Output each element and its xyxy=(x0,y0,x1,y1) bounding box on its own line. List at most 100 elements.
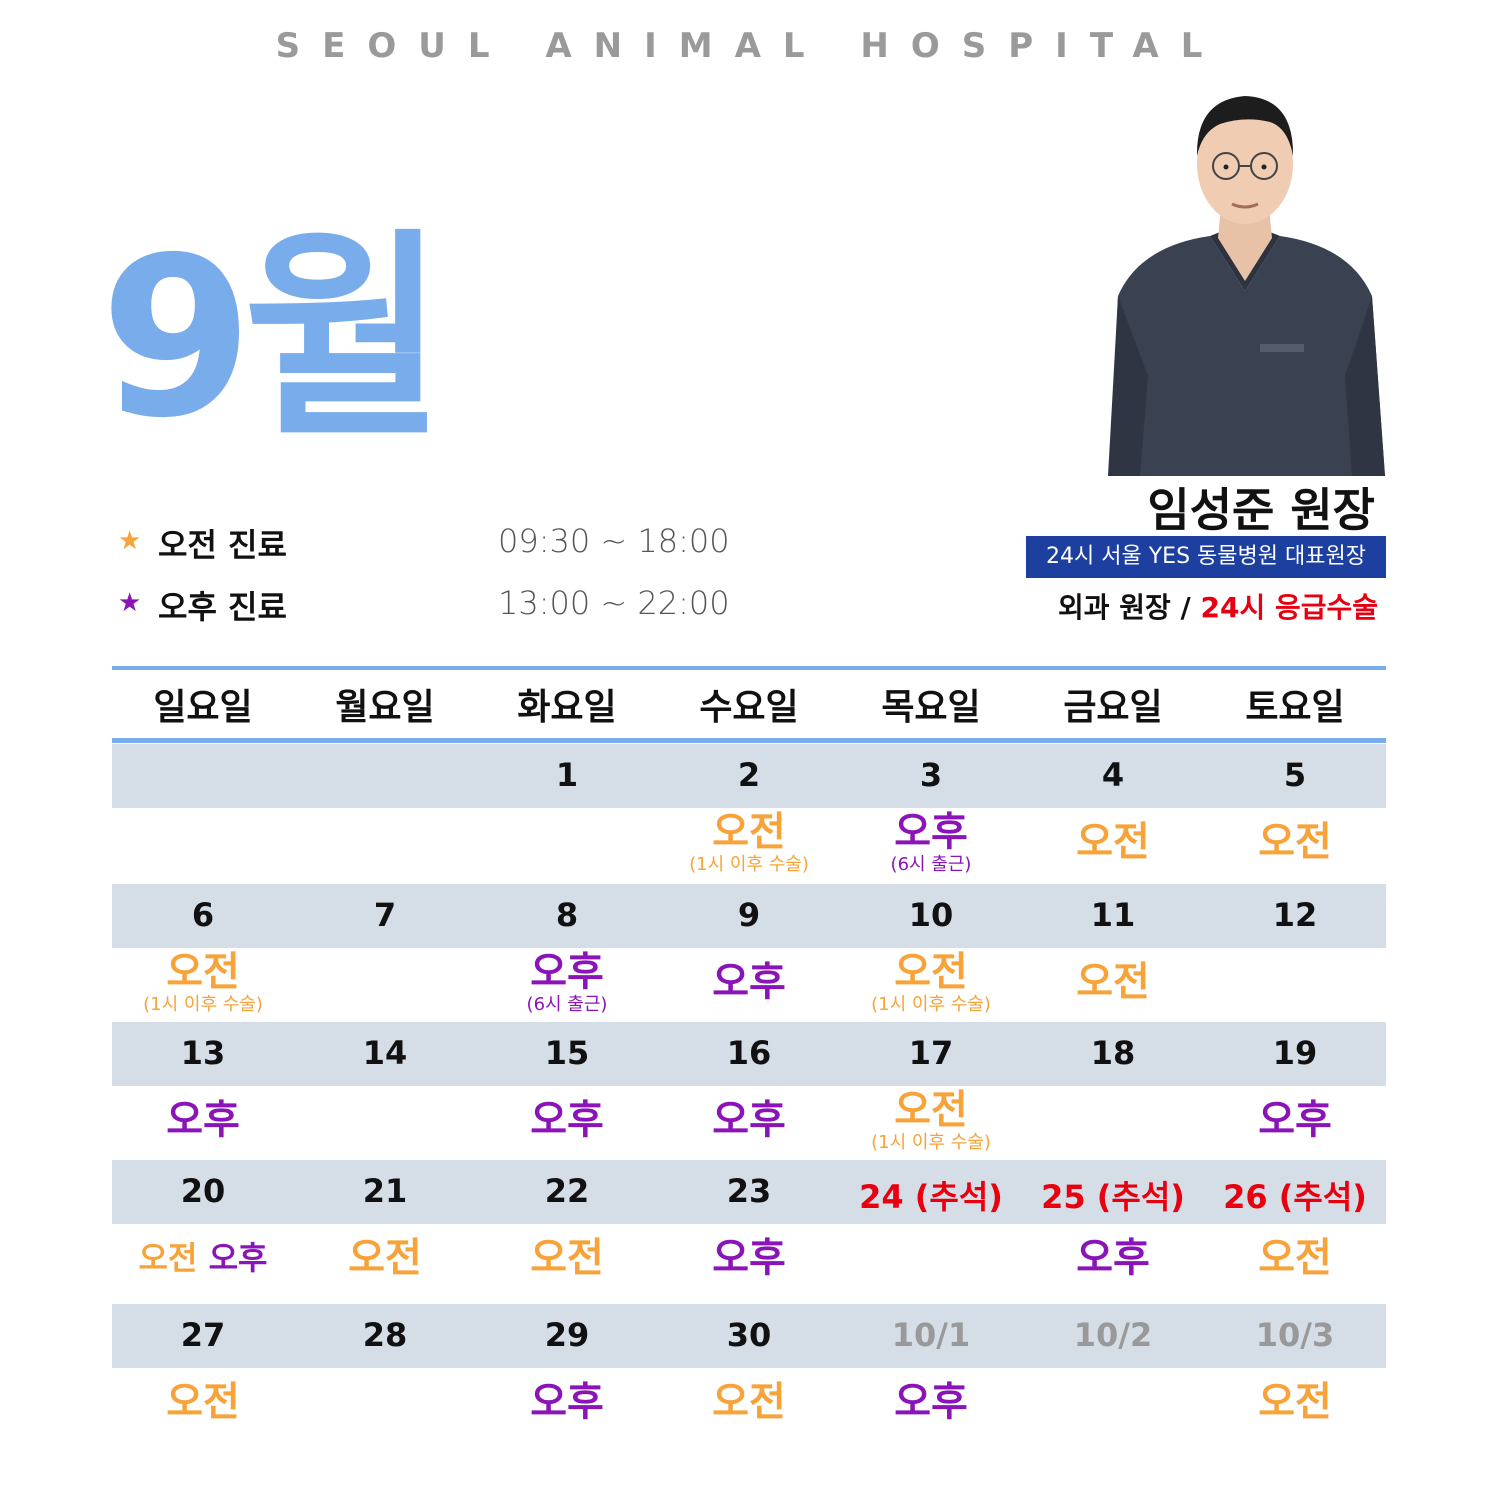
shift-note: (6시 출근) xyxy=(890,854,972,875)
am-shift-label: 오전 xyxy=(138,1239,198,1277)
am-shift-label: 오전 xyxy=(1076,819,1150,865)
calendar-date: 21 xyxy=(362,1172,408,1210)
week-date-band xyxy=(112,744,1386,808)
shift-note: (1시 이후 수술) xyxy=(143,994,263,1015)
am-star-icon: ★ xyxy=(118,526,142,556)
am-shift-label: 오전 xyxy=(166,1379,240,1425)
am-shift-label: 오전 xyxy=(348,1235,422,1281)
week-date-band xyxy=(112,1160,1386,1224)
pm-shift-label: 오후 xyxy=(166,1097,240,1143)
am-shift-label: 오전 xyxy=(1258,1379,1332,1425)
calendar-date: 5 xyxy=(1283,756,1307,794)
calendar-date: 10 xyxy=(908,896,954,934)
am-shift-label: 오전 xyxy=(712,1379,786,1425)
shift-cell: 오전 (1시 이후 수술) xyxy=(840,1088,1022,1154)
shift-cell: 오전 xyxy=(476,1236,658,1280)
am-shift-label: 오전 오후 xyxy=(112,1236,294,1280)
am-shift-label: 오전 xyxy=(1258,819,1332,865)
calendar-date: 15 xyxy=(544,1034,590,1072)
shift-cell: 오전 xyxy=(1204,820,1386,864)
calendar-top-rule xyxy=(112,666,1386,670)
shift-cell: 오후 (6시 출근) xyxy=(476,950,658,1016)
shift-cell: 오후 xyxy=(658,960,840,1004)
doctor-title-badge: 24시 서울 YES 동물병원 대표원장 xyxy=(1026,536,1386,578)
shift-cell: 오전 xyxy=(658,1380,840,1424)
shift-cell: 오전 (1시 이후 수술) xyxy=(112,950,294,1016)
pm-hours-row: ★ 오후 진료 13:00 ~ 22:00 xyxy=(118,582,738,632)
shift-cell: 오전 xyxy=(294,1236,476,1280)
calendar-date: 16 xyxy=(726,1034,772,1072)
calendar-date: 19 xyxy=(1272,1034,1318,1072)
pm-shift-label: 오후 xyxy=(712,959,786,1005)
pm-shift-label: 오후 xyxy=(530,1097,604,1143)
am-shift-label: 오전 xyxy=(894,949,968,995)
shift-cell: 오후 xyxy=(476,1098,658,1142)
pm-star-icon: ★ xyxy=(118,588,142,618)
shift-note: (1시 이후 수술) xyxy=(689,854,809,875)
calendar-date: 14 xyxy=(362,1034,408,1072)
am-shift-label: 오전 xyxy=(1076,959,1150,1005)
calendar-date: 3 xyxy=(919,756,943,794)
am-hours-time: 09:30 ~ 18:00 xyxy=(498,522,730,560)
weekday-label: 수요일 xyxy=(699,687,799,728)
am-shift-label: 오전 xyxy=(166,949,240,995)
pm-shift-label: 오후 xyxy=(894,1379,968,1425)
pm-shift-label: 오후 xyxy=(712,1097,786,1143)
calendar-date: 18 xyxy=(1090,1034,1136,1072)
calendar-date: 10/3 xyxy=(1255,1316,1335,1354)
calendar-date: 11 xyxy=(1090,896,1136,934)
shift-note: (1시 이후 수술) xyxy=(871,1132,991,1153)
doctor-emergency-text: 24시 응급수술 xyxy=(1200,591,1378,624)
shift-cell: 오전 xyxy=(1022,820,1204,864)
am-hours-label: 오전 진료 xyxy=(158,526,287,564)
pm-shift-label: 오후 xyxy=(894,809,968,855)
week-date-band xyxy=(112,1304,1386,1368)
calendar-date: 2 xyxy=(737,756,761,794)
calendar-date: 25 (추석) xyxy=(1041,1178,1185,1216)
doctor-name: 임성준 원장 xyxy=(1147,483,1375,537)
shift-note: (1시 이후 수술) xyxy=(871,994,991,1015)
shift-note: (6시 출근) xyxy=(526,994,608,1015)
calendar-date: 24 (추석) xyxy=(859,1178,1003,1216)
weekday-label: 목요일 xyxy=(881,687,981,728)
shift-cell: 오전 (1시 이후 수술) xyxy=(840,950,1022,1016)
am-shift-label: 오전 xyxy=(712,809,786,855)
calendar-date: 28 xyxy=(362,1316,408,1354)
shift-cell: 오후 xyxy=(476,1380,658,1424)
calendar-date: 1 xyxy=(555,756,579,794)
shift-cell: 오후 (6시 출근) xyxy=(840,810,1022,876)
pm-shift-label: 오후 xyxy=(208,1239,268,1277)
shift-cell: 오전 xyxy=(1022,960,1204,1004)
pm-shift-label: 오후 xyxy=(712,1235,786,1281)
calendar-date: 22 xyxy=(544,1172,590,1210)
calendar-date: 12 xyxy=(1272,896,1318,934)
calendar-date: 29 xyxy=(544,1316,590,1354)
calendar-date: 6 xyxy=(191,896,215,934)
shift-cell: 오후 xyxy=(658,1236,840,1280)
shift-cell: 오전 xyxy=(112,1380,294,1424)
shift-cell: 오후 xyxy=(658,1098,840,1142)
week-date-band xyxy=(112,1022,1386,1086)
calendar-date: 27 xyxy=(180,1316,226,1354)
shift-cell: 오전 (1시 이후 수술) xyxy=(658,810,840,876)
shift-cell: 오후 xyxy=(1204,1098,1386,1142)
weekday-label: 일요일 xyxy=(153,687,253,728)
calendar-date: 13 xyxy=(180,1034,226,1072)
pm-hours-time: 13:00 ~ 22:00 xyxy=(498,584,730,622)
shift-cell: 오후 xyxy=(112,1098,294,1142)
calendar-date: 10/2 xyxy=(1073,1316,1153,1354)
calendar-date: 17 xyxy=(908,1034,954,1072)
calendar-date: 30 xyxy=(726,1316,772,1354)
week-date-band xyxy=(112,884,1386,948)
am-hours-row: ★ 오전 진료 09:30 ~ 18:00 xyxy=(118,520,738,570)
doctor-specialty-text: 외과 원장 / xyxy=(1057,591,1201,624)
hospital-brand: SEOUL ANIMAL HOSPITAL xyxy=(275,26,1225,66)
calendar-date: 9 xyxy=(737,896,761,934)
weekday-label: 금요일 xyxy=(1063,687,1163,728)
am-shift-label: 오전 xyxy=(1258,1235,1332,1281)
shift-cell: 오후 xyxy=(1022,1236,1204,1280)
shift-cell: 오전 xyxy=(1204,1380,1386,1424)
calendar-date: 23 xyxy=(726,1172,772,1210)
shift-cell: 오전 오후 xyxy=(112,1236,294,1280)
calendar-date: 8 xyxy=(555,896,579,934)
